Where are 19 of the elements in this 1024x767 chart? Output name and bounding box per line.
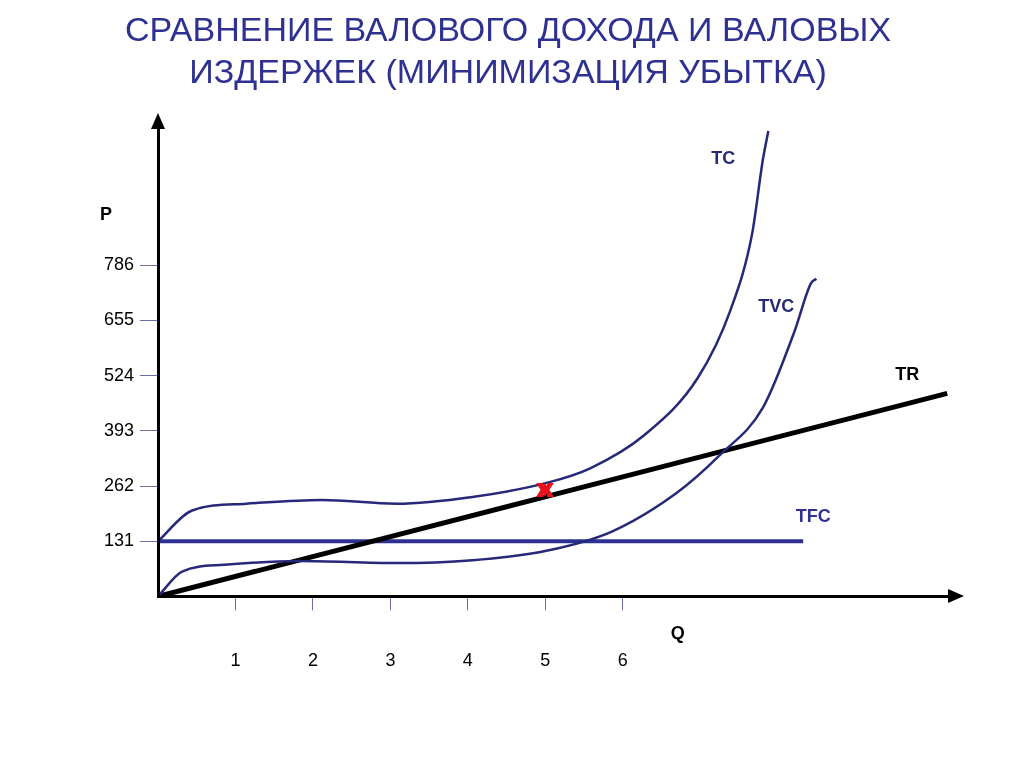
y-tick-label: 524	[103, 364, 135, 385]
series-label: TR	[895, 364, 920, 385]
series-label: TFC	[795, 506, 831, 527]
series-label: TC	[711, 147, 736, 168]
x-tick-label: 4	[462, 650, 473, 671]
x-tick-label: 6	[617, 650, 628, 671]
y-tick-label: 393	[103, 419, 135, 440]
series-label: TVC	[758, 295, 795, 316]
x-tick-label: 1	[230, 650, 241, 671]
x-axis-title: Q	[670, 623, 685, 644]
x-tick-label: 2	[307, 650, 318, 671]
x-tick-label: 5	[540, 650, 551, 671]
y-tick-label: 131	[103, 530, 135, 551]
y-tick-label: 655	[103, 309, 135, 330]
x-tick-label: 3	[385, 650, 396, 671]
chart-title: СРАВНЕНИЕ ВАЛОВОГО ДОХОДА И ВАЛОВЫХ ИЗДЕРЖЕК (МИНИМИЗАЦИЯ УБЫТКА)	[123, 9, 893, 92]
y-axis-title: P	[100, 204, 113, 225]
y-tick-label: 786	[103, 254, 135, 275]
y-tick-label: 262	[103, 475, 135, 495]
